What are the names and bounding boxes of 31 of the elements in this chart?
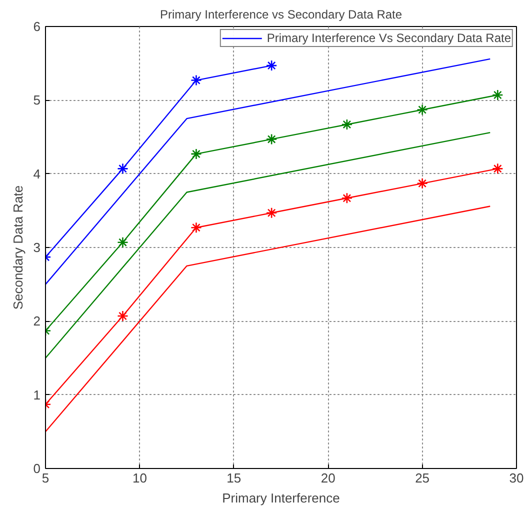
point bbox=[341, 192, 353, 204]
point bbox=[117, 310, 128, 322]
point bbox=[266, 207, 278, 219]
y-tick-label: 4 bbox=[33, 166, 41, 182]
point bbox=[190, 222, 202, 234]
point bbox=[190, 74, 202, 86]
y-tick-label: 2 bbox=[33, 314, 41, 329]
x-tick-label: 30 bbox=[509, 470, 524, 486]
x-axis-title: Primary Interference bbox=[222, 490, 340, 506]
point bbox=[416, 104, 428, 116]
y-tick-label: 6 bbox=[33, 19, 41, 34]
legend-label: Primary Interference Vs Secondary Data Rate bbox=[266, 31, 511, 45]
point bbox=[416, 178, 428, 190]
x-tick-label: 10 bbox=[132, 470, 147, 486]
y-tick-label: 5 bbox=[33, 92, 41, 108]
x-tick-label: 15 bbox=[226, 470, 242, 486]
point bbox=[266, 60, 278, 72]
point bbox=[117, 236, 128, 248]
y-tick-label: 0 bbox=[33, 461, 41, 476]
x-tick-label: 20 bbox=[320, 470, 336, 486]
x-tick-label: 25 bbox=[415, 470, 430, 486]
point bbox=[266, 134, 278, 145]
point bbox=[341, 118, 353, 130]
point bbox=[492, 89, 504, 101]
point bbox=[117, 163, 128, 174]
y-tick-label: 3 bbox=[33, 240, 41, 255]
point bbox=[492, 163, 504, 174]
y-axis-title: Secondary Data Rate bbox=[10, 185, 26, 310]
point bbox=[190, 148, 202, 160]
chart-title: Primary Interference vs Secondary Data Rate bbox=[160, 8, 402, 22]
y-tick-label: 1 bbox=[33, 387, 41, 402]
